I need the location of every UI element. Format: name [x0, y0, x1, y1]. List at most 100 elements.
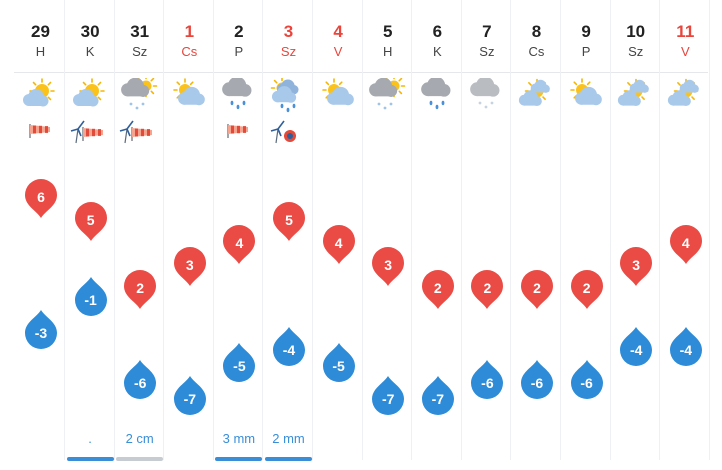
day-name: Sz — [280, 44, 297, 59]
min-temp-marker: -6 — [122, 358, 158, 400]
min-temp-marker: -7 — [370, 374, 406, 416]
day-column[interactable]: 5 H 3 -7 — [363, 0, 413, 470]
column-divider — [609, 0, 611, 460]
column-divider — [212, 0, 214, 460]
snow-bar — [116, 457, 164, 461]
min-temp-marker: -4 — [618, 325, 654, 367]
day-name: K — [85, 44, 95, 59]
min-temp-value: -5 — [233, 358, 246, 374]
min-temp-marker: -6 — [569, 358, 605, 400]
precipitation-amount: 2 cm — [125, 431, 154, 446]
max-temp-marker: 4 — [321, 224, 357, 266]
precipitation-amount: . — [88, 431, 92, 446]
cloud-rain-icon — [218, 76, 258, 114]
sun-cloud-icon — [169, 78, 209, 114]
day-number: 4 — [333, 22, 343, 41]
precipitation-amount: 2 mm — [272, 431, 305, 446]
max-temp-marker: 5 — [73, 201, 109, 243]
day-column[interactable]: 11 V 4 -4 — [661, 0, 710, 470]
day-name: K — [432, 44, 442, 59]
windsock-icon — [20, 120, 60, 144]
min-temp-marker: -7 — [172, 374, 208, 416]
day-number: 7 — [482, 22, 492, 41]
cloud-sun-snow-icon — [367, 74, 407, 114]
sun-clouds-icon — [615, 78, 655, 114]
day-name: P — [581, 44, 591, 59]
day-column[interactable]: 3 Sz 5 -4 2 mm — [264, 0, 313, 470]
cloud-rain-icon — [417, 76, 457, 114]
sun-partly-cloudy-icon — [70, 78, 110, 114]
min-temp-marker: -6 — [469, 358, 505, 400]
day-column[interactable]: 31 Sz 2 -6 2 cm — [115, 0, 165, 470]
min-temp-value: -7 — [431, 391, 445, 407]
max-temp-marker: 2 — [569, 269, 605, 311]
min-temp-value: -4 — [282, 341, 296, 358]
max-temp-value: 4 — [334, 234, 343, 251]
max-temp-marker: 3 — [172, 246, 208, 288]
column-divider — [262, 0, 264, 460]
sun-cloud-rain-icon — [268, 76, 308, 114]
min-temp-value: -6 — [481, 374, 494, 391]
wind-turbine-windsock-icon — [70, 120, 110, 144]
day-number: 5 — [382, 22, 393, 41]
day-number: 30 — [80, 22, 100, 41]
max-temp-value: 2 — [136, 280, 145, 297]
day-number: 8 — [531, 22, 542, 41]
max-temp-marker: 2 — [122, 269, 158, 311]
day-column[interactable]: 1 Cs 3 -7 — [165, 0, 214, 470]
day-column[interactable]: 8 Cs 2 -6 — [512, 0, 561, 470]
day-column[interactable]: 4 V 4 -5 — [314, 0, 363, 470]
max-temp-marker: 6 — [23, 178, 59, 220]
column-divider — [510, 0, 512, 460]
day-column[interactable]: 7 Sz 2 -6 — [462, 0, 512, 470]
wind-turbine-windsock-icon — [119, 120, 159, 144]
sun-partly-cloudy-icon — [20, 78, 60, 114]
day-number: 2 — [234, 22, 244, 41]
column-divider — [312, 0, 313, 460]
column-divider — [560, 0, 561, 460]
max-temp-value: 6 — [37, 189, 45, 205]
day-number: 9 — [581, 22, 591, 41]
min-temp-value: -5 — [332, 358, 345, 374]
day-column[interactable]: 6 K 2 -7 — [413, 0, 462, 470]
column-divider — [411, 0, 413, 460]
day-column[interactable]: 2 P 4 -5 3 mm — [214, 0, 264, 470]
max-temp-marker: 2 — [519, 269, 555, 311]
column-divider — [460, 0, 462, 460]
min-temp-marker: -3 — [23, 308, 59, 350]
column-divider — [659, 0, 661, 460]
max-temp-value: 2 — [483, 280, 492, 297]
max-temp-value: 3 — [384, 257, 393, 274]
precipitation-amount: 3 mm — [222, 431, 256, 446]
min-temp-value: -4 — [679, 341, 693, 358]
max-temp-value: 3 — [185, 257, 194, 274]
min-temp-value: -7 — [381, 391, 395, 407]
min-temp-value: -6 — [133, 374, 147, 391]
day-name: Sz — [479, 44, 495, 59]
day-column[interactable]: 9 P 2 -6 — [562, 0, 611, 470]
day-number: 3 — [283, 22, 294, 41]
max-temp-marker: 2 — [420, 269, 456, 311]
max-temp-marker: 3 — [370, 246, 406, 288]
min-temp-marker: -5 — [321, 341, 357, 383]
sun-clouds-icon — [516, 78, 556, 114]
wind-turbine-alarm-icon — [268, 120, 308, 144]
day-name: Cs — [528, 44, 545, 59]
day-name: V — [680, 44, 690, 59]
max-temp-value: 3 — [632, 257, 641, 274]
day-name: P — [234, 44, 244, 59]
cloud-sun-snow-icon — [119, 74, 159, 114]
rain-bar — [215, 457, 263, 461]
max-temp-value: 5 — [86, 211, 95, 228]
rain-bar — [265, 457, 312, 461]
max-temp-value: 4 — [681, 234, 690, 251]
day-name: H — [35, 44, 46, 59]
day-number: 31 — [130, 22, 150, 41]
day-column[interactable]: 30 K 5 -1. — [66, 0, 115, 470]
day-column[interactable]: 10 Sz 3 -4 — [611, 0, 661, 470]
day-column[interactable]: 29 H 6 -3 — [16, 0, 65, 470]
max-temp-marker: 4 — [668, 224, 704, 266]
day-number: 1 — [184, 22, 195, 41]
sun-clouds-icon — [665, 78, 705, 114]
